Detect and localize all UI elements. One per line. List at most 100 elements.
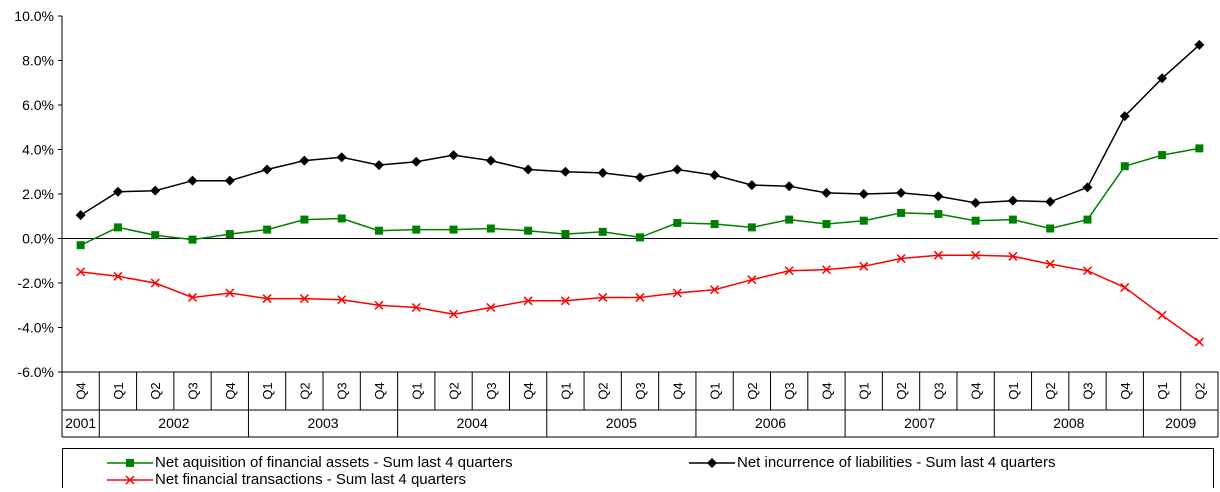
data-point bbox=[225, 288, 235, 298]
data-point bbox=[597, 167, 608, 178]
quarter-label: Q3 bbox=[633, 382, 648, 399]
data-point bbox=[373, 160, 384, 171]
quarter-label: Q1 bbox=[111, 382, 126, 399]
data-point bbox=[486, 302, 496, 313]
data-point bbox=[1007, 195, 1018, 206]
year-label: 2001 bbox=[65, 415, 96, 431]
y-axis: 10.0% 8.0% 6.0% 4.0% 2.0% 0.0% -2.0% -4.0% -6.0% bbox=[14, 8, 62, 380]
legend-item-net: Net financial transactions - Sum last 4 … bbox=[107, 471, 466, 488]
quarter-label: Q2 bbox=[297, 382, 312, 399]
legend-swatch-assets bbox=[107, 458, 153, 467]
data-point bbox=[336, 152, 347, 163]
data-point bbox=[263, 225, 272, 234]
quarter-label: Q2 bbox=[596, 382, 611, 399]
data-point bbox=[672, 164, 683, 175]
series-3 bbox=[76, 250, 1204, 347]
data-point bbox=[971, 250, 981, 260]
data-point bbox=[673, 218, 682, 227]
data-point bbox=[188, 235, 197, 244]
series-layer bbox=[75, 39, 1205, 347]
data-point bbox=[1082, 182, 1093, 193]
data-point bbox=[560, 296, 570, 306]
data-point bbox=[1157, 310, 1167, 320]
data-point bbox=[933, 250, 943, 260]
data-point bbox=[1083, 215, 1092, 224]
data-point bbox=[150, 278, 160, 288]
data-point bbox=[598, 292, 608, 302]
year-label: 2008 bbox=[1053, 415, 1084, 431]
series-2 bbox=[75, 39, 1205, 221]
data-point bbox=[151, 231, 160, 240]
data-point bbox=[635, 172, 645, 183]
data-point bbox=[897, 208, 906, 217]
quarter-label: Q4 bbox=[670, 382, 685, 399]
data-point bbox=[150, 185, 161, 196]
legend-item-assets: Net aquisition of financial assets - Sum… bbox=[107, 454, 513, 471]
data-point bbox=[448, 150, 459, 161]
quarter-label: Q4 bbox=[969, 382, 984, 399]
quarter-label: Q2 bbox=[745, 382, 760, 399]
quarter-label: Q4 bbox=[1118, 382, 1133, 399]
data-point bbox=[747, 223, 756, 232]
data-point bbox=[1082, 266, 1093, 276]
quarter-label: Q1 bbox=[1006, 382, 1021, 399]
y-tick-label: -4.0% bbox=[17, 320, 54, 336]
data-point bbox=[299, 155, 310, 166]
y-tick-label: 0.0% bbox=[22, 231, 54, 247]
data-point bbox=[113, 271, 123, 281]
series-1 bbox=[76, 144, 1204, 250]
quarter-label: Q3 bbox=[186, 382, 201, 399]
y-tick-label: 10.0% bbox=[14, 8, 54, 24]
legend-label-liabilities: Net incurrence of liabilities - Sum last… bbox=[737, 454, 1056, 471]
quarter-label: Q4 bbox=[819, 382, 834, 399]
data-point bbox=[112, 186, 123, 197]
data-point bbox=[449, 225, 458, 234]
data-point bbox=[1008, 251, 1018, 261]
x-axis-categories: Q4 Q1 Q2 Q3 Q4 Q1 Q2 Q3 Q4 Q1 Q2 Q3 Q4 Q1 Q2 Q3 Q4 Q1 Q2 Q3… bbox=[61, 371, 1219, 438]
data-point bbox=[970, 197, 981, 208]
data-point bbox=[113, 223, 122, 232]
year-label: 2005 bbox=[606, 415, 637, 431]
year-label: 2007 bbox=[904, 415, 935, 431]
data-point bbox=[822, 220, 831, 229]
data-point bbox=[337, 214, 346, 223]
data-point bbox=[76, 267, 86, 277]
quarter-label: Q2 bbox=[1192, 382, 1207, 399]
data-point bbox=[412, 225, 421, 234]
data-point bbox=[449, 309, 459, 319]
data-point bbox=[1194, 39, 1205, 50]
data-point bbox=[896, 253, 906, 264]
y-tick-label: 8.0% bbox=[22, 53, 54, 69]
data-point bbox=[746, 180, 757, 191]
axes bbox=[61, 16, 1218, 372]
data-point bbox=[709, 170, 720, 181]
data-point bbox=[859, 261, 869, 271]
quarter-label: Q2 bbox=[1043, 382, 1058, 399]
quarter-label: Q3 bbox=[335, 382, 350, 399]
quarter-label: Q2 bbox=[894, 382, 909, 399]
series-line bbox=[80, 147, 1200, 246]
data-point bbox=[187, 292, 198, 302]
data-point bbox=[859, 216, 868, 225]
data-point bbox=[224, 175, 235, 186]
data-point bbox=[1120, 162, 1129, 171]
data-point bbox=[1158, 151, 1167, 160]
quarter-label: Q3 bbox=[931, 382, 946, 399]
data-point bbox=[524, 226, 533, 235]
y-tick-label: -2.0% bbox=[17, 275, 54, 291]
data-point bbox=[411, 302, 421, 313]
data-point bbox=[300, 215, 309, 224]
y-tick-label: -6.0% bbox=[17, 364, 54, 380]
data-point bbox=[523, 296, 533, 306]
quarter-label: Q2 bbox=[447, 382, 462, 399]
y-tick-label: 2.0% bbox=[22, 186, 54, 202]
data-point bbox=[76, 241, 85, 250]
legend-swatch-net bbox=[107, 474, 153, 485]
data-point bbox=[1195, 144, 1204, 153]
data-point bbox=[411, 156, 422, 167]
series-line bbox=[80, 254, 1200, 343]
data-point bbox=[896, 187, 907, 198]
quarter-label: Q2 bbox=[148, 382, 163, 399]
legend-label-net: Net financial transactions - Sum last 4 … bbox=[155, 471, 466, 488]
